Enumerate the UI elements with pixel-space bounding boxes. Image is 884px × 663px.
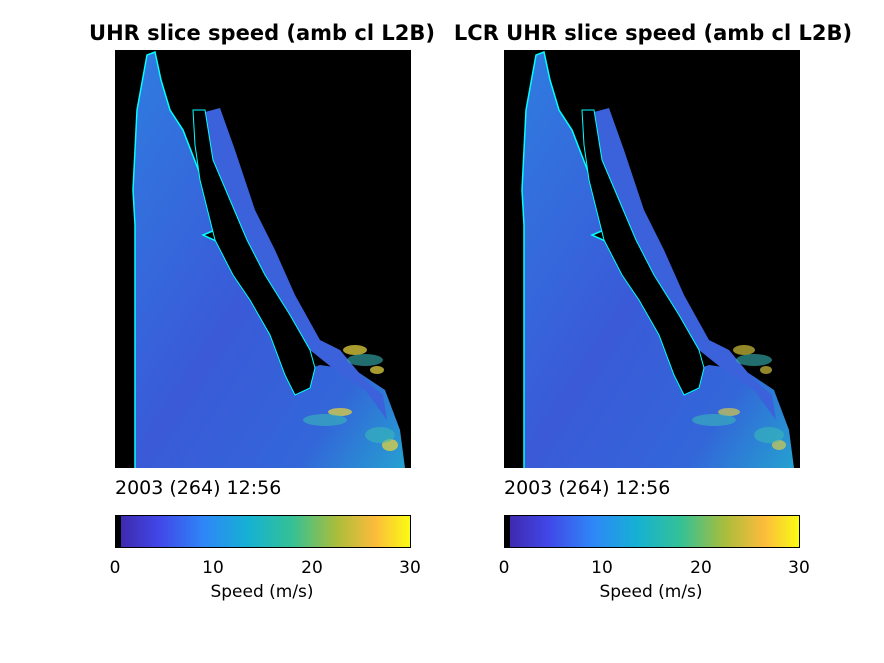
- panel-2-speed-map: [504, 50, 800, 468]
- panel-2-title: LCR UHR slice speed (amb cl L2B): [453, 21, 853, 45]
- high-speed-streaks: [718, 345, 786, 450]
- ocean-region: [133, 52, 405, 468]
- colorbar-land-segment: [505, 516, 510, 547]
- panel-1-colorbar: [115, 515, 411, 548]
- panel-1-title: UHR slice speed (amb cl L2B): [89, 21, 435, 45]
- panel-1-colorbar-tick-0: 0: [109, 558, 121, 578]
- panel-1-colorbar-tick-20: 20: [301, 558, 323, 578]
- panel-2-timestamp: 2003 (264) 12:56: [504, 477, 671, 499]
- panel-1-timestamp: 2003 (264) 12:56: [115, 477, 282, 499]
- baja-peninsula-land: [581, 109, 705, 396]
- panel-2-colorbar-tick-20: 20: [690, 558, 712, 578]
- baja-peninsula-land: [192, 109, 316, 396]
- panel-1-colorbar-label: Speed (m/s): [210, 582, 314, 602]
- panel-2-colorbar-label: Speed (m/s): [599, 582, 703, 602]
- panel-2-colorbar-tick-10: 10: [591, 558, 613, 578]
- panel-2-colorbar: [504, 515, 800, 548]
- gulf-region: [594, 108, 776, 420]
- panel-2-colorbar-tick-0: 0: [498, 558, 510, 578]
- panel-1-colorbar-tick-30: 30: [399, 558, 421, 578]
- moderate-speed-streaks: [303, 354, 395, 443]
- ocean-region: [522, 52, 794, 468]
- panel-2-colorbar-tick-30: 30: [788, 558, 810, 578]
- moderate-speed-streaks: [692, 354, 784, 443]
- gulf-region: [205, 108, 387, 420]
- colorbar-land-segment: [116, 516, 121, 547]
- panel-1-speed-map: [115, 50, 411, 468]
- panel-1-colorbar-tick-10: 10: [202, 558, 224, 578]
